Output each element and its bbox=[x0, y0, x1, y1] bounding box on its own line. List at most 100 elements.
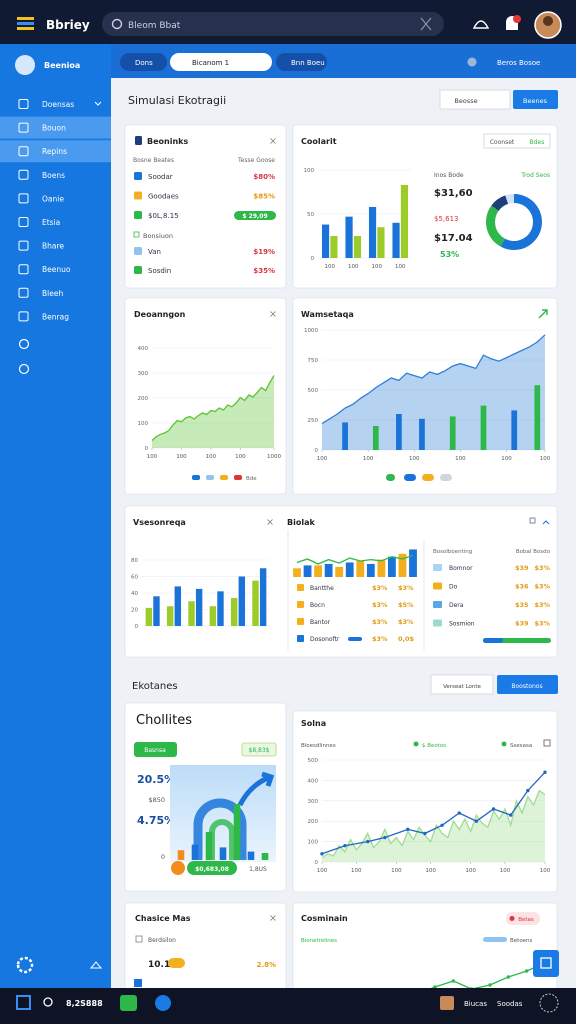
nav-item[interactable]: Repins bbox=[42, 147, 67, 156]
close-icon[interactable] bbox=[267, 519, 273, 525]
x-tick-label: 100 bbox=[206, 454, 217, 460]
point bbox=[383, 835, 387, 840]
button[interactable] bbox=[497, 675, 558, 694]
nav-icon bbox=[18, 264, 29, 275]
x-tick-label: 100 bbox=[147, 454, 158, 460]
close-icon[interactable] bbox=[270, 915, 276, 921]
column-header: Bobal Bosdo bbox=[516, 549, 551, 555]
tab[interactable] bbox=[170, 53, 272, 71]
chevron[interactable] bbox=[542, 520, 550, 525]
tab[interactable] bbox=[120, 53, 167, 71]
swatch bbox=[134, 191, 142, 200]
app-icon[interactable] bbox=[120, 995, 137, 1011]
nav-item[interactable]: Bleeh bbox=[42, 289, 63, 298]
bar bbox=[153, 596, 160, 626]
card bbox=[292, 297, 558, 495]
point bbox=[524, 969, 529, 973]
tab-label[interactable]: Bnn Boeu bbox=[291, 59, 325, 67]
home-icon[interactable] bbox=[89, 961, 103, 969]
close-icon[interactable] bbox=[270, 138, 276, 144]
point bbox=[470, 987, 474, 988]
nav-highlight bbox=[0, 140, 111, 163]
nav-item[interactable]: Beenuo bbox=[42, 265, 71, 274]
button-label[interactable]: Verseat Lonte bbox=[443, 684, 481, 690]
point bbox=[406, 827, 410, 832]
button-label[interactable]: Coonset bbox=[490, 139, 515, 146]
card-title: Deoanngon bbox=[134, 310, 186, 319]
icon[interactable] bbox=[543, 739, 551, 747]
row-label: Bantor bbox=[310, 619, 331, 626]
tab[interactable] bbox=[276, 53, 327, 71]
tray-icon[interactable] bbox=[539, 993, 559, 1013]
row-value: 0,0$ bbox=[398, 635, 415, 643]
fab-icon bbox=[540, 957, 552, 969]
fab[interactable] bbox=[533, 950, 559, 977]
checkbox bbox=[135, 935, 143, 943]
app-icon[interactable] bbox=[155, 995, 171, 1011]
share-icon[interactable] bbox=[472, 20, 490, 29]
x-tick-label: 100 bbox=[351, 868, 362, 874]
tab-right[interactable]: Beros Bosoe bbox=[497, 59, 540, 67]
y-tick-label: 500 bbox=[308, 388, 319, 394]
y-tick-label: 60 bbox=[131, 575, 138, 581]
nav-item[interactable]: Boens bbox=[42, 171, 65, 180]
mic-icon[interactable] bbox=[420, 17, 432, 31]
nav-item[interactable]: Etsia bbox=[42, 218, 60, 227]
icon[interactable] bbox=[529, 517, 536, 524]
group-label: Bonsiuon bbox=[143, 232, 173, 240]
row-label: Sosmion bbox=[449, 621, 475, 628]
button-label[interactable]: Boostonos bbox=[511, 683, 542, 690]
app-name: Bbriey bbox=[46, 18, 90, 32]
progress bbox=[348, 637, 362, 641]
bar bbox=[191, 844, 199, 860]
bar bbox=[293, 568, 301, 577]
nav-icon bbox=[18, 240, 29, 251]
close-icon[interactable] bbox=[270, 311, 276, 317]
swatch bbox=[297, 601, 304, 608]
nav-item[interactable]: Bouon bbox=[42, 124, 66, 133]
y-tick-label: 0 bbox=[315, 860, 319, 866]
badge bbox=[241, 742, 277, 757]
button[interactable] bbox=[513, 90, 558, 109]
bar bbox=[353, 236, 362, 258]
settings-icon[interactable] bbox=[16, 956, 34, 974]
tab-label[interactable]: Bicanom 1 bbox=[192, 59, 229, 67]
search-box[interactable] bbox=[102, 12, 444, 36]
card-title: Biolak bbox=[287, 518, 315, 527]
point bbox=[491, 807, 496, 811]
nav-item[interactable]: Benrag bbox=[42, 312, 69, 321]
button[interactable] bbox=[430, 674, 494, 695]
nav-item[interactable]: Bhare bbox=[42, 242, 64, 251]
search-placeholder[interactable]: Bleom Bbat bbox=[128, 21, 181, 31]
button-label[interactable]: Bdes bbox=[530, 139, 545, 146]
column-header: Tesse Goose bbox=[237, 157, 275, 164]
tab-label[interactable]: Dons bbox=[135, 59, 153, 67]
app-icon[interactable] bbox=[440, 996, 454, 1010]
row-value: $3% bbox=[534, 601, 550, 609]
x-tick-label: 100 bbox=[317, 456, 328, 462]
chip-dot bbox=[171, 861, 185, 875]
section-title: Simulasi Ekotragii bbox=[128, 94, 226, 107]
bar bbox=[195, 588, 203, 626]
sidebar-header: Beenioa bbox=[44, 61, 80, 70]
swatch bbox=[433, 582, 442, 590]
start-icon[interactable] bbox=[16, 995, 31, 1010]
row-value: $5% bbox=[398, 601, 414, 609]
y-tick-label: 100 bbox=[138, 421, 149, 427]
button[interactable] bbox=[439, 89, 511, 110]
bar bbox=[230, 597, 238, 626]
nav-item[interactable]: Oanie bbox=[42, 194, 64, 203]
card-title: Cosminain bbox=[301, 914, 348, 923]
card-title: Wamsetaqa bbox=[301, 310, 354, 319]
taskbar-text: 8,2S888 bbox=[66, 999, 103, 1008]
nav-item[interactable]: Doensas bbox=[42, 100, 74, 109]
button-label[interactable]: Beenes bbox=[523, 97, 548, 105]
donut-slice bbox=[500, 194, 542, 250]
legend-dot bbox=[413, 741, 419, 747]
button-label[interactable]: Beosse bbox=[454, 97, 477, 105]
bar bbox=[345, 216, 353, 258]
y-tick-label: 300 bbox=[308, 799, 319, 805]
avatar-head bbox=[543, 16, 553, 26]
point bbox=[457, 811, 461, 815]
chip bbox=[187, 861, 237, 875]
